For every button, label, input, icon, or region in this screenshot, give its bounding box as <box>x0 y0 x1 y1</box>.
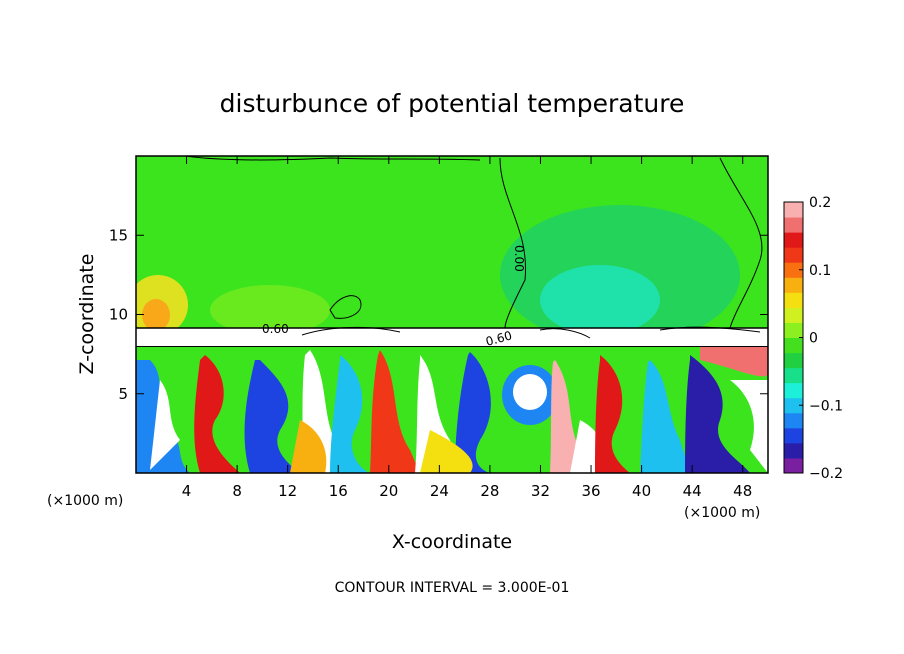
colorbar-swatch <box>784 232 803 248</box>
colorbar-swatch <box>784 307 803 323</box>
colorbar-swatch <box>784 442 803 459</box>
warm-anomaly-mid <box>210 285 330 335</box>
colorbar-swatch <box>784 322 803 338</box>
colorbar-swatch <box>784 397 803 414</box>
colorbar-tick-label: −0.1 <box>809 398 843 414</box>
x-tick-label: 16 <box>329 482 348 500</box>
plot-area: 0.60 0.60 0.00 <box>136 156 768 473</box>
chart-title: disturbunce of potential temperature <box>220 89 685 118</box>
colorbar-swatch <box>784 262 803 278</box>
contour-label: 0.60 <box>484 328 513 348</box>
colorbar-swatch <box>784 217 803 233</box>
x-tick-label: 12 <box>278 482 297 500</box>
x-tick-label: 40 <box>632 482 651 500</box>
colorbar-swatch <box>784 382 803 399</box>
colorbar-swatch <box>784 427 803 444</box>
x-tick-label: 48 <box>733 482 752 500</box>
colorbar-frame <box>783 201 804 474</box>
colorbar-swatch <box>784 247 803 263</box>
colorbar-swatch <box>784 412 803 429</box>
y-axis-label: Z-coordinate <box>76 254 98 375</box>
y-tick-label: 15 <box>109 226 128 244</box>
x-axis: 4 8 12 16 20 24 28 32 36 40 44 48 <box>182 156 752 500</box>
x-tick-label: 36 <box>581 482 600 500</box>
y-tick-label: 5 <box>118 385 128 403</box>
contour-lines <box>184 156 763 339</box>
x-tick-label: 28 <box>480 482 499 500</box>
colorbar-swatch <box>784 457 803 474</box>
contour-label: 0.00 <box>512 245 526 272</box>
x-tick-label: 24 <box>430 482 449 500</box>
colorbar-swatch <box>784 352 803 369</box>
colorbar-swatch <box>784 292 803 308</box>
y-tick-label: 10 <box>109 306 128 324</box>
colorbar-swatch <box>784 277 803 293</box>
x-tick-label: 20 <box>379 482 398 500</box>
inversion-band <box>136 328 768 348</box>
x-tick-label: 44 <box>683 482 702 500</box>
y-axis: 5 10 15 <box>109 226 768 403</box>
colorbar-tick-label: 0.1 <box>809 263 831 279</box>
x-tick-label: 4 <box>182 482 192 500</box>
colorbar-swatch <box>784 202 803 218</box>
colorbar-tick-label: 0.2 <box>809 195 831 211</box>
x-unit-note-right: (×1000 m) <box>684 505 760 521</box>
colorbar: 0.2 0.1 0 −0.1 −0.2 <box>784 195 843 482</box>
turbulent-layer <box>136 347 768 473</box>
cool-anomaly-core <box>540 265 660 335</box>
contour-label: 0.60 <box>262 322 289 336</box>
colorbar-swatch <box>784 337 803 354</box>
warm-anomaly-core <box>142 299 170 331</box>
contour-interval-note: CONTOUR INTERVAL = 3.000E-01 <box>335 580 570 596</box>
x-tick-label: 32 <box>531 482 550 500</box>
colorbar-tick-label: −0.2 <box>809 466 843 482</box>
x-unit-note-left: (×1000 m) <box>47 493 123 509</box>
x-tick-label: 8 <box>232 482 242 500</box>
colorbar-swatch <box>784 367 803 384</box>
colorbar-tick-label: 0 <box>809 331 818 347</box>
x-axis-label: X-coordinate <box>392 531 512 553</box>
